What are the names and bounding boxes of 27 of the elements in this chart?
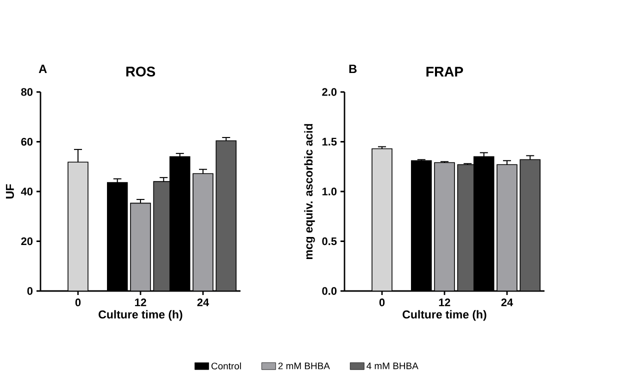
x-axis-title: Culture time (h) (402, 310, 486, 321)
x-tick-label: 12 (439, 298, 450, 306)
y-axis-title: UF (6, 184, 14, 198)
y-tick-label: 60 (21, 138, 33, 146)
chart-title: FRAP (426, 66, 464, 76)
y-tick-label: 2.0 (322, 88, 337, 96)
y-tick-label: 20 (21, 237, 33, 246)
x-tick-label: 0 (75, 298, 81, 306)
legend-label: 2 mM BHBA (278, 362, 330, 370)
y-tick-label: 1.5 (322, 138, 337, 146)
y-tick-label: 0 (27, 287, 33, 295)
chart-title: ROS (126, 66, 156, 77)
legend-label: 4 mM BHBA (366, 362, 418, 370)
x-tick-label: 0 (379, 298, 385, 306)
y-tick-label: 0.0 (322, 287, 337, 295)
x-tick-label: 24 (197, 298, 210, 306)
text: A (38, 64, 47, 73)
y-tick-label: 0.5 (322, 237, 337, 246)
y-tick-label: 80 (21, 88, 33, 96)
legend-label: Control (211, 362, 241, 370)
x-tick-label: 24 (501, 298, 514, 306)
y-axis-title: mcg equiv. ascorbic acid (304, 124, 315, 259)
y-tick-label: 1.0 (322, 188, 337, 196)
x-tick-label: 12 (135, 298, 146, 306)
text: B (349, 64, 357, 73)
y-tick-label: 40 (20, 188, 33, 196)
x-axis-title: Culture time (h) (98, 310, 182, 321)
